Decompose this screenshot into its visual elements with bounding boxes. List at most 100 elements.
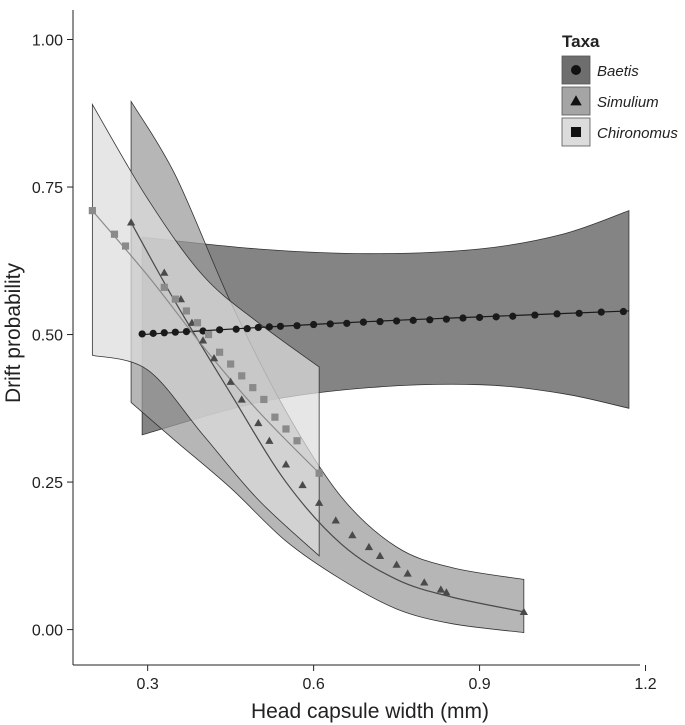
point-baetis (326, 320, 334, 328)
point-baetis (160, 329, 168, 337)
point-baetis (343, 319, 351, 327)
point-simulium (254, 418, 263, 427)
fit-line-chironomus (91, 210, 320, 474)
point-simulium (392, 560, 401, 568)
legend-label-baetis: Baetis (597, 63, 639, 80)
point-simulium (265, 436, 274, 444)
point-chironomus (182, 307, 190, 315)
point-baetis (359, 318, 368, 326)
point-baetis (232, 325, 240, 333)
point-simulium (442, 588, 451, 596)
point-baetis (310, 320, 318, 329)
x-tick-label: 0.6 (303, 676, 325, 693)
point-baetis (265, 323, 273, 331)
data-points (88, 207, 628, 615)
point-simulium (403, 569, 412, 577)
legend-label-chironomus: Chironomus (597, 125, 678, 142)
y-tick-label: 0.50 (32, 328, 63, 345)
point-chironomus (160, 283, 168, 291)
point-chironomus (110, 230, 119, 238)
legend-marker-simulium (570, 95, 582, 106)
point-chironomus (121, 242, 130, 250)
point-simulium (298, 480, 307, 489)
point-baetis (597, 308, 605, 316)
legend-label-simulium: Simulium (597, 94, 659, 111)
point-simulium (420, 578, 429, 586)
y-tick-label: 1.00 (32, 33, 63, 50)
point-simulium (375, 551, 385, 559)
point-baetis (459, 314, 467, 322)
point-simulium (126, 218, 136, 226)
point-simulium (331, 516, 340, 524)
point-baetis (243, 325, 251, 333)
point-chironomus (282, 425, 290, 433)
point-baetis (475, 313, 484, 322)
point-baetis (254, 323, 262, 332)
point-baetis (575, 309, 583, 317)
point-baetis (149, 329, 157, 337)
point-chironomus (238, 372, 246, 380)
point-simulium (364, 542, 374, 551)
point-chironomus (215, 348, 224, 356)
point-baetis (531, 311, 539, 319)
point-chironomus (315, 469, 323, 477)
point-chironomus (88, 207, 96, 215)
points-chironomus (88, 207, 323, 477)
point-baetis (182, 327, 190, 336)
point-chironomus (249, 384, 257, 392)
point-simulium (237, 395, 246, 403)
point-baetis (492, 313, 500, 321)
point-simulium (198, 336, 208, 344)
point-chironomus (293, 437, 301, 445)
fit-line-simulium (130, 222, 524, 613)
axes (72, 10, 640, 666)
point-simulium (348, 531, 357, 539)
point-baetis (442, 315, 450, 323)
legend-title: Taxa (562, 32, 600, 51)
point-baetis (215, 326, 224, 334)
point-baetis (293, 322, 301, 330)
point-chironomus (260, 395, 268, 404)
x-tick-label: 1.2 (634, 676, 656, 693)
point-simulium (519, 607, 528, 615)
point-baetis (409, 316, 417, 324)
point-simulium (315, 498, 324, 506)
point-chironomus (171, 295, 179, 303)
point-chironomus (227, 360, 235, 368)
point-baetis (426, 316, 434, 324)
x-tick-label: 0.3 (137, 676, 159, 693)
point-baetis (509, 312, 517, 320)
point-baetis (393, 317, 401, 325)
point-simulium (160, 268, 169, 276)
point-chironomus (271, 413, 279, 421)
points-simulium (126, 218, 528, 615)
point-baetis (171, 328, 179, 336)
points-baetis (138, 307, 628, 338)
point-baetis (619, 307, 628, 316)
tick-marks: 0.3 0.6 0.9 1.2 0.00 0.25 0.50 0.75 1.00 (32, 33, 657, 693)
x-axis-title: Head capsule width (mm) (251, 700, 489, 723)
legend-key-chironomus (561, 117, 591, 147)
confidence-bands (91, 100, 630, 633)
point-simulium (209, 354, 219, 362)
legend-marker-chironomus (571, 127, 581, 137)
point-baetis (199, 327, 207, 335)
point-baetis (276, 322, 285, 330)
point-chironomus (204, 330, 213, 339)
fit-lines (91, 210, 629, 613)
x-tick-label: 0.9 (468, 676, 490, 693)
point-simulium (281, 460, 291, 468)
y-tick-label: 0.00 (32, 623, 63, 640)
point-simulium (436, 585, 445, 593)
fit-line-baetis (142, 310, 629, 336)
legend-marker-baetis (571, 65, 581, 75)
y-tick-label: 0.25 (32, 475, 63, 492)
point-simulium (226, 377, 235, 385)
point-baetis (376, 317, 384, 326)
point-baetis (138, 330, 146, 338)
y-tick-label: 0.75 (32, 180, 63, 197)
point-baetis (553, 310, 561, 318)
point-chironomus (193, 319, 202, 327)
y-axis-title: Drift probability (2, 262, 25, 403)
